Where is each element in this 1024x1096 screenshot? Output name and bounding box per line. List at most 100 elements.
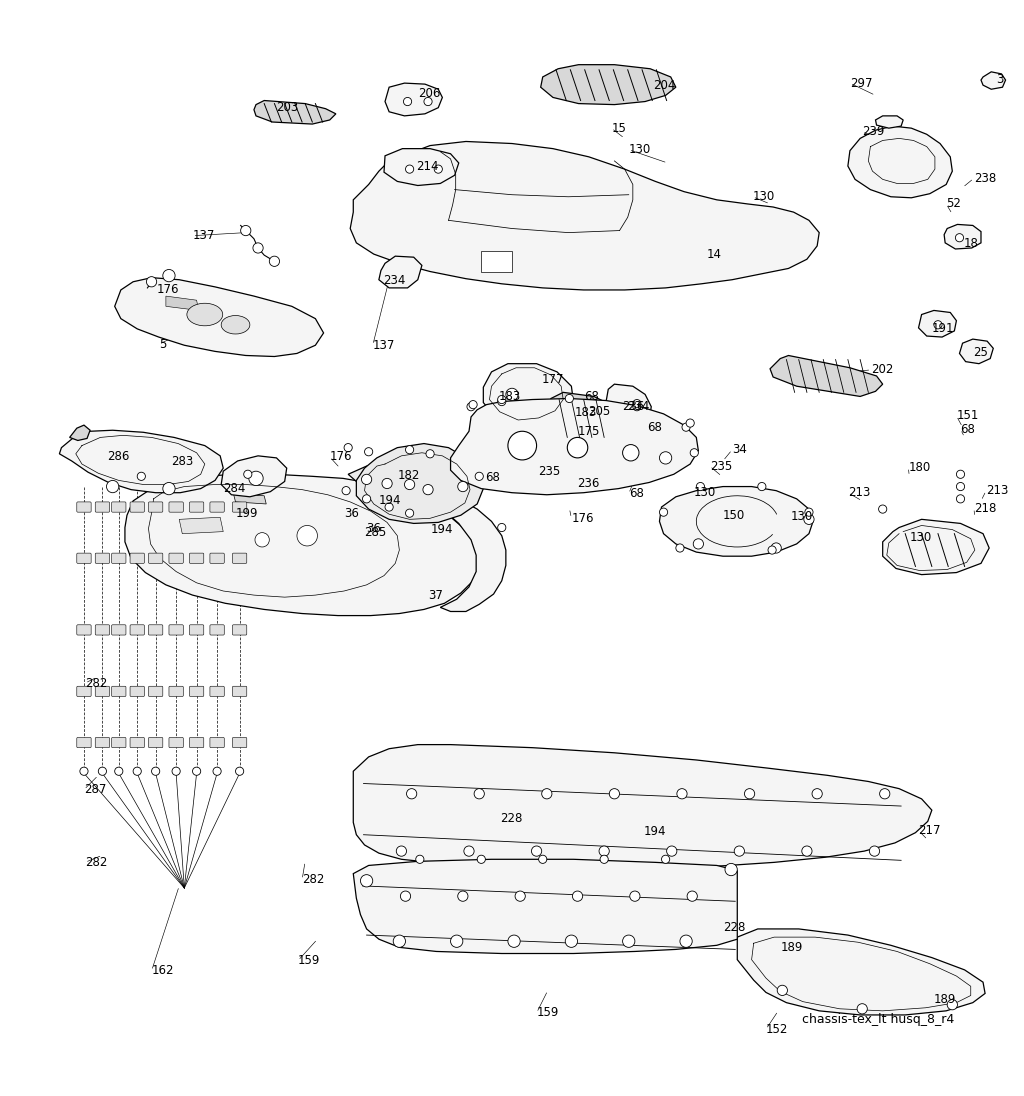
Circle shape <box>805 509 813 516</box>
FancyBboxPatch shape <box>95 625 110 635</box>
Circle shape <box>956 494 965 503</box>
Text: 235: 235 <box>539 465 561 478</box>
Text: 3: 3 <box>996 72 1004 85</box>
FancyBboxPatch shape <box>77 502 91 512</box>
Circle shape <box>80 767 88 775</box>
Circle shape <box>682 423 690 431</box>
Polygon shape <box>166 296 199 310</box>
Circle shape <box>498 398 506 406</box>
Circle shape <box>98 767 106 775</box>
Polygon shape <box>481 251 512 272</box>
FancyBboxPatch shape <box>210 553 224 563</box>
Text: 194: 194 <box>379 494 401 507</box>
Text: 238: 238 <box>974 172 996 185</box>
FancyBboxPatch shape <box>148 625 163 635</box>
Circle shape <box>451 935 463 947</box>
Circle shape <box>426 449 434 458</box>
FancyBboxPatch shape <box>232 553 247 563</box>
Circle shape <box>758 482 766 491</box>
Text: 206: 206 <box>418 87 440 100</box>
Polygon shape <box>348 464 432 498</box>
Circle shape <box>515 891 525 901</box>
FancyBboxPatch shape <box>232 686 247 696</box>
Circle shape <box>385 503 393 511</box>
Text: 236: 236 <box>623 400 645 413</box>
Text: 176: 176 <box>157 284 179 296</box>
Text: 130: 130 <box>693 487 716 499</box>
Text: 68: 68 <box>584 390 599 403</box>
Circle shape <box>193 767 201 775</box>
Polygon shape <box>451 399 698 494</box>
Text: 282: 282 <box>302 874 325 887</box>
Circle shape <box>360 875 373 887</box>
Text: 191: 191 <box>932 322 954 335</box>
Circle shape <box>342 487 350 494</box>
Circle shape <box>269 256 280 266</box>
Circle shape <box>771 543 781 553</box>
FancyBboxPatch shape <box>232 738 247 747</box>
Polygon shape <box>384 149 459 185</box>
Text: 283: 283 <box>171 456 194 468</box>
Circle shape <box>565 935 578 947</box>
Circle shape <box>599 846 609 856</box>
Circle shape <box>406 509 414 517</box>
Text: 234: 234 <box>383 274 406 287</box>
Circle shape <box>531 846 542 856</box>
Polygon shape <box>385 83 442 116</box>
Circle shape <box>362 494 371 503</box>
Circle shape <box>474 789 484 799</box>
Polygon shape <box>737 929 985 1015</box>
FancyBboxPatch shape <box>95 686 110 696</box>
FancyBboxPatch shape <box>169 502 183 512</box>
FancyBboxPatch shape <box>148 553 163 563</box>
FancyBboxPatch shape <box>189 553 204 563</box>
Text: 176: 176 <box>330 450 352 464</box>
Text: 5: 5 <box>159 338 166 351</box>
Polygon shape <box>541 65 676 104</box>
Polygon shape <box>367 480 506 612</box>
Circle shape <box>572 891 583 901</box>
FancyBboxPatch shape <box>232 502 247 512</box>
Circle shape <box>361 475 372 484</box>
Text: 176: 176 <box>571 512 594 525</box>
Text: 228: 228 <box>500 812 522 825</box>
Text: 183: 183 <box>499 390 521 403</box>
Circle shape <box>680 935 692 947</box>
Circle shape <box>106 480 119 493</box>
Circle shape <box>163 270 175 282</box>
Text: 159: 159 <box>537 1006 559 1019</box>
Circle shape <box>344 444 352 452</box>
Circle shape <box>115 767 123 775</box>
FancyBboxPatch shape <box>95 553 110 563</box>
Text: 162: 162 <box>152 964 174 978</box>
Text: 234: 234 <box>627 400 649 413</box>
Text: 25: 25 <box>973 346 988 358</box>
FancyBboxPatch shape <box>77 553 91 563</box>
Circle shape <box>133 767 141 775</box>
Polygon shape <box>483 364 573 425</box>
Circle shape <box>567 437 588 458</box>
Circle shape <box>249 471 263 486</box>
Text: 18: 18 <box>964 238 979 250</box>
Circle shape <box>508 935 520 947</box>
Circle shape <box>506 388 518 400</box>
Polygon shape <box>70 425 90 441</box>
Polygon shape <box>356 444 483 524</box>
Circle shape <box>434 165 442 173</box>
Circle shape <box>777 985 787 995</box>
Text: 189: 189 <box>780 940 803 954</box>
Text: chassis-tex_lt husq_8_r4: chassis-tex_lt husq_8_r4 <box>803 1013 954 1026</box>
Circle shape <box>633 402 641 411</box>
Polygon shape <box>233 493 266 504</box>
FancyBboxPatch shape <box>189 625 204 635</box>
Circle shape <box>955 233 964 242</box>
Text: 218: 218 <box>974 502 996 514</box>
Circle shape <box>477 855 485 864</box>
Circle shape <box>696 482 705 491</box>
Circle shape <box>396 846 407 856</box>
Circle shape <box>213 767 221 775</box>
Text: 204: 204 <box>653 79 676 92</box>
Polygon shape <box>605 385 651 427</box>
Circle shape <box>393 935 406 947</box>
FancyBboxPatch shape <box>189 738 204 747</box>
